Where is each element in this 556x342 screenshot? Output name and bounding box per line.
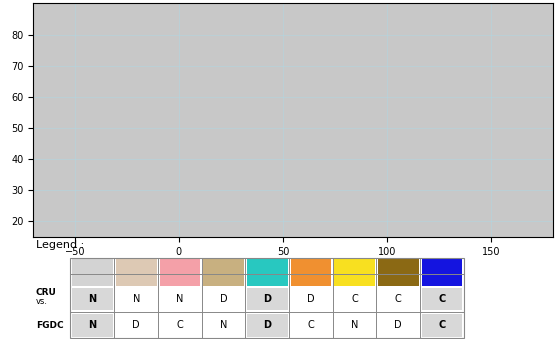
Text: N: N: [176, 294, 183, 304]
Bar: [116, 259, 157, 286]
Text: C: C: [307, 320, 314, 330]
Bar: [72, 288, 113, 310]
Text: D: D: [264, 320, 271, 330]
Text: D: D: [264, 294, 271, 304]
Bar: [203, 259, 244, 286]
Text: C: C: [438, 294, 445, 304]
Text: C: C: [351, 294, 358, 304]
Bar: [70, 258, 464, 338]
Text: N: N: [88, 320, 97, 330]
Bar: [247, 288, 287, 310]
Text: D: D: [395, 320, 402, 330]
Text: C: C: [438, 320, 445, 330]
Text: N: N: [88, 294, 97, 304]
Text: C: C: [177, 320, 183, 330]
Bar: [72, 259, 113, 286]
Bar: [421, 288, 462, 310]
Bar: [421, 259, 462, 286]
Bar: [334, 259, 375, 286]
Text: N: N: [351, 320, 358, 330]
Text: D: D: [220, 294, 227, 304]
Bar: [291, 259, 331, 286]
Text: D: D: [307, 294, 315, 304]
Bar: [72, 314, 113, 337]
Bar: [421, 314, 462, 337]
Bar: [378, 259, 419, 286]
Text: CRU: CRU: [36, 288, 57, 298]
Text: Legend :: Legend :: [36, 240, 84, 250]
Text: C: C: [395, 294, 401, 304]
Text: N: N: [132, 294, 140, 304]
Text: FGDC: FGDC: [36, 321, 63, 330]
Text: N: N: [220, 320, 227, 330]
Bar: [247, 314, 287, 337]
Text: vs.: vs.: [36, 297, 48, 305]
Bar: [160, 259, 200, 286]
Bar: [247, 259, 287, 286]
Text: D: D: [132, 320, 140, 330]
